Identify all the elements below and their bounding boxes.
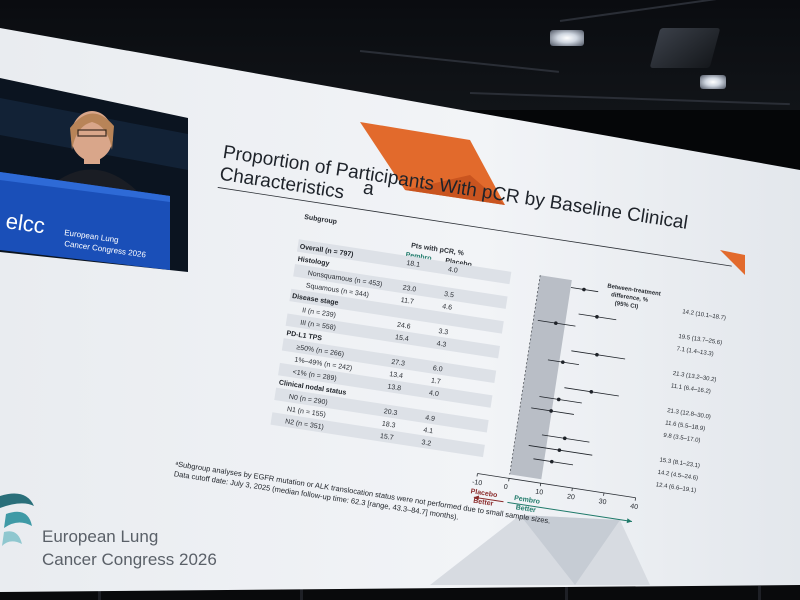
stage-post: [300, 586, 303, 600]
header-pembro: Pembro: [405, 252, 432, 263]
pembro-pcr-value: 18.1: [406, 260, 421, 269]
point-estimate: [554, 321, 558, 325]
difference-ci-value: 7.1 (1.4–13.3): [676, 346, 714, 358]
slide-title-superscript: a: [362, 178, 376, 200]
pembro-pcr-value: 15.4: [395, 334, 410, 343]
table-row-band: [285, 313, 501, 359]
point-estimate: [549, 459, 554, 464]
stage-light: [700, 75, 726, 89]
header-placebo: Placebo: [445, 258, 473, 269]
table-row-band: [293, 264, 508, 309]
diff-header-2: difference, %: [611, 292, 649, 304]
x-axis-tick-label: 30: [598, 498, 607, 506]
point-estimate: [562, 436, 567, 441]
table-row-band: [270, 412, 485, 458]
table-row-band: [278, 362, 493, 408]
subgroup-label: Histology: [297, 256, 330, 268]
placebo-pcr-value: 4.9: [425, 415, 436, 423]
placebo-pcr-value: 4.0: [447, 266, 458, 274]
table-row-band: [274, 387, 489, 433]
placebo-better-arrowhead: [473, 495, 480, 501]
congress-logo-icon: [0, 493, 34, 508]
podium-logo: elcc: [4, 208, 46, 238]
stage-post: [758, 586, 761, 600]
speaker-video: elcc European Lung Cancer Congress 2026: [0, 78, 188, 272]
x-axis-tick-label: -10: [472, 479, 483, 487]
decor-orange-shape: [405, 175, 505, 205]
decor-orange-shape: [720, 250, 745, 275]
placebo-pcr-value: 4.0: [429, 390, 440, 398]
ci-reference-band: [509, 275, 572, 480]
placebo-better-label-1: Placebo: [470, 488, 498, 499]
ci-whisker: [539, 396, 582, 404]
stage-post: [98, 586, 101, 600]
x-axis-tick-label: 0: [503, 484, 508, 492]
stage-light: [550, 30, 584, 46]
speaker-glasses: [77, 129, 107, 137]
difference-ci-value: 9.8 (3.5–17.0): [663, 433, 701, 445]
table-row-band: [296, 239, 512, 285]
point-estimate: [595, 314, 599, 319]
congress-branding: European Lung Cancer Congress 2026: [0, 493, 217, 569]
pembro-pcr-value: 23.0: [402, 285, 417, 294]
x-axis-tick-label: 10: [535, 489, 544, 497]
zero-reference-line: [509, 275, 541, 475]
forest-plot: -10 0 10 20 30 40: [472, 275, 639, 524]
decor-grey-shape: [520, 515, 620, 585]
congress-name-line2: Cancer Congress 2026: [42, 550, 217, 569]
table-row-band: [289, 288, 504, 334]
x-axis: [477, 473, 636, 499]
pembro-pcr-value: 20.3: [383, 408, 398, 417]
congress-logo-icon: [4, 511, 32, 528]
placebo-pcr-value: 1.7: [430, 377, 441, 385]
pembro-pcr-value: 13.8: [387, 383, 402, 392]
pembro-pcr-value: 18.3: [381, 421, 396, 430]
placebo-pcr-value: 3.2: [421, 439, 432, 447]
placebo-pcr-value: 4.3: [436, 340, 447, 348]
pembro-better-label-1: Pembro: [514, 495, 541, 506]
x-axis-tick-label: 40: [630, 503, 639, 511]
placebo-pcr-value: 3.5: [444, 291, 455, 299]
congress-name-line1: European Lung: [42, 527, 158, 546]
placebo-pcr-value: 3.3: [438, 328, 449, 336]
point-estimate: [549, 409, 553, 413]
subgroup-table: Overall (n = 797)18.14.014.2 (10.1–18.7)…: [270, 239, 726, 494]
diff-header-3: (95% CI): [614, 301, 638, 311]
congress-logo-icon: [2, 531, 22, 546]
header-subgroup: Subgroup: [304, 214, 338, 226]
pembro-better-label-2: Better: [515, 504, 536, 514]
point-estimate: [595, 352, 599, 357]
placebo-better-label-2: Better: [473, 498, 494, 508]
pembro-pcr-value: 27.3: [391, 359, 406, 368]
pembro-better-arrowhead: [626, 518, 632, 524]
pembro-pcr-value: 24.6: [396, 322, 411, 331]
point-estimate: [561, 360, 565, 364]
placebo-pcr-value: 6.0: [432, 365, 443, 373]
table-row-band: [281, 338, 497, 384]
x-axis-tick-label: 20: [566, 493, 575, 501]
point-estimate: [589, 390, 594, 394]
point-estimate: [557, 448, 562, 452]
point-estimate: [582, 287, 586, 292]
placebo-pcr-value: 4.1: [423, 427, 434, 435]
stage-post: [565, 586, 568, 600]
pembro-pcr-value: 15.7: [379, 433, 394, 442]
point-estimate: [556, 397, 561, 402]
pembro-pcr-value: 13.4: [389, 371, 404, 380]
pembro-pcr-value: 11.7: [400, 297, 414, 306]
placebo-pcr-value: 4.6: [442, 303, 453, 311]
title-rule: [217, 187, 732, 267]
pembro-better-arrow: [507, 501, 633, 522]
